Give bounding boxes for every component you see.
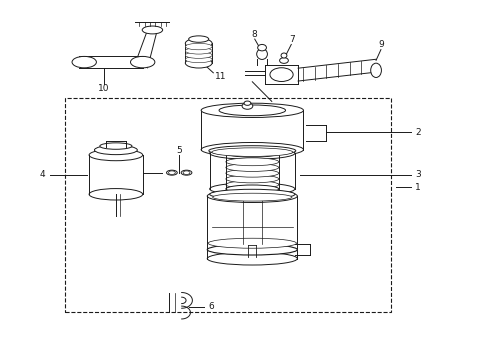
Ellipse shape <box>207 190 297 203</box>
Ellipse shape <box>201 143 303 157</box>
Ellipse shape <box>130 57 155 68</box>
Ellipse shape <box>226 175 279 183</box>
Ellipse shape <box>226 169 279 177</box>
Ellipse shape <box>212 148 293 157</box>
Ellipse shape <box>169 171 175 175</box>
Ellipse shape <box>226 185 279 193</box>
Ellipse shape <box>185 58 212 68</box>
Text: 4: 4 <box>40 170 46 179</box>
Ellipse shape <box>209 146 296 156</box>
Ellipse shape <box>89 189 143 200</box>
Ellipse shape <box>258 44 267 51</box>
Ellipse shape <box>207 252 297 265</box>
Ellipse shape <box>280 58 288 63</box>
Ellipse shape <box>242 103 253 109</box>
Text: 3: 3 <box>415 170 421 179</box>
Ellipse shape <box>226 181 279 189</box>
Text: 7: 7 <box>290 35 295 44</box>
Ellipse shape <box>207 244 297 255</box>
Ellipse shape <box>185 43 212 50</box>
Ellipse shape <box>185 52 212 58</box>
Ellipse shape <box>226 158 279 166</box>
Ellipse shape <box>183 171 190 175</box>
Text: 1: 1 <box>415 183 421 192</box>
Ellipse shape <box>219 105 286 116</box>
Ellipse shape <box>226 163 279 171</box>
Ellipse shape <box>72 57 97 68</box>
Ellipse shape <box>281 53 287 58</box>
Ellipse shape <box>142 26 163 34</box>
Text: 5: 5 <box>176 146 182 155</box>
Ellipse shape <box>210 189 295 199</box>
Text: 6: 6 <box>208 302 214 311</box>
Text: 11: 11 <box>215 72 226 81</box>
Bar <box>65 98 391 312</box>
Ellipse shape <box>257 49 268 59</box>
Ellipse shape <box>185 39 212 48</box>
Ellipse shape <box>167 170 177 175</box>
Ellipse shape <box>181 170 192 175</box>
Ellipse shape <box>95 145 137 155</box>
Ellipse shape <box>185 48 212 54</box>
Ellipse shape <box>189 36 209 42</box>
Text: 2: 2 <box>415 128 421 137</box>
Ellipse shape <box>100 143 132 149</box>
Ellipse shape <box>185 56 212 63</box>
Ellipse shape <box>270 68 293 81</box>
Ellipse shape <box>210 183 295 195</box>
Text: 8: 8 <box>251 30 257 39</box>
Ellipse shape <box>371 63 381 77</box>
Ellipse shape <box>213 193 292 201</box>
Text: 9: 9 <box>378 40 384 49</box>
Ellipse shape <box>89 149 143 161</box>
Ellipse shape <box>226 149 279 157</box>
Ellipse shape <box>210 147 295 159</box>
Text: 10: 10 <box>98 84 109 93</box>
Ellipse shape <box>208 238 296 248</box>
Ellipse shape <box>201 103 303 117</box>
Ellipse shape <box>244 101 251 105</box>
